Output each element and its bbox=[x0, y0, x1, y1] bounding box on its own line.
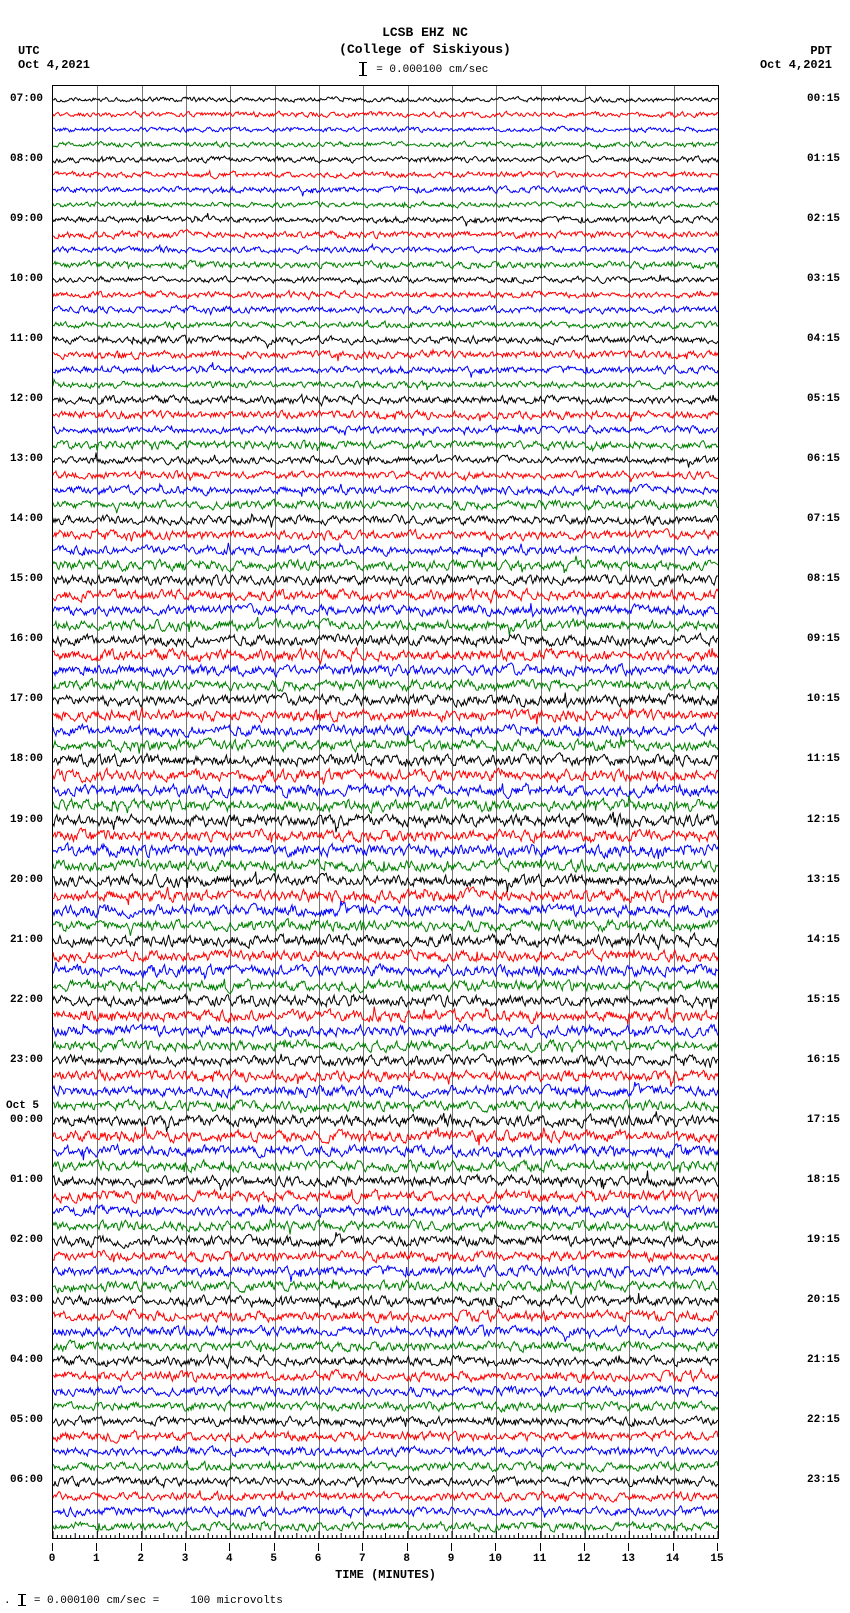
bottom-minor-ticks bbox=[53, 86, 718, 1538]
x-tick-label: 3 bbox=[182, 1553, 189, 1565]
x-tick-label: 2 bbox=[137, 1553, 144, 1565]
utc-hour-label: 08:00 bbox=[10, 153, 43, 165]
utc-hour-label: 04:00 bbox=[10, 1354, 43, 1366]
local-hour-label: 07:15 bbox=[807, 513, 840, 525]
x-tick bbox=[717, 1543, 718, 1551]
x-tick-label: 15 bbox=[710, 1553, 723, 1565]
local-hour-label: 14:15 bbox=[807, 934, 840, 946]
utc-hour-label: 22:00 bbox=[10, 994, 43, 1006]
local-hour-label: 00:15 bbox=[807, 93, 840, 105]
utc-hour-label: 13:00 bbox=[10, 453, 43, 465]
footer-prefix: . bbox=[4, 1595, 11, 1607]
x-tick bbox=[52, 1543, 53, 1551]
x-tick bbox=[229, 1543, 230, 1551]
utc-hour-label: 00:00 bbox=[10, 1114, 43, 1126]
utc-hour-label: 11:00 bbox=[10, 333, 43, 345]
x-tick bbox=[141, 1543, 142, 1551]
utc-hour-label: 02:00 bbox=[10, 1234, 43, 1246]
footer-legend: . = 0.000100 cm/sec = 100 microvolts bbox=[4, 1594, 283, 1607]
x-tick-label: 4 bbox=[226, 1553, 233, 1565]
chart-header: LCSB EHZ NC (College of Siskiyous) bbox=[0, 25, 850, 59]
utc-hour-label: 21:00 bbox=[10, 934, 43, 946]
utc-hour-label: 03:00 bbox=[10, 1294, 43, 1306]
local-hour-label: 11:15 bbox=[807, 753, 840, 765]
scale-text: = 0.000100 cm/sec bbox=[376, 64, 488, 76]
x-tick bbox=[185, 1543, 186, 1551]
local-hour-label: 03:15 bbox=[807, 273, 840, 285]
local-hour-label: 18:15 bbox=[807, 1174, 840, 1186]
x-tick-label: 14 bbox=[666, 1553, 679, 1565]
local-hour-label: 12:15 bbox=[807, 814, 840, 826]
local-hour-label: 09:15 bbox=[807, 633, 840, 645]
local-hour-label: 17:15 bbox=[807, 1114, 840, 1126]
x-tick-label: 1 bbox=[93, 1553, 100, 1565]
scale-bar-icon bbox=[362, 62, 364, 76]
local-hour-label: 06:15 bbox=[807, 453, 840, 465]
utc-hour-label: 16:00 bbox=[10, 633, 43, 645]
utc-hour-label: 20:00 bbox=[10, 874, 43, 886]
footer-microvolts: 100 microvolts bbox=[190, 1595, 282, 1607]
seismogram-plot bbox=[52, 85, 719, 1539]
local-hour-label: 08:15 bbox=[807, 573, 840, 585]
local-hour-label: 05:15 bbox=[807, 393, 840, 405]
x-tick-label: 10 bbox=[489, 1553, 502, 1565]
x-tick-label: 12 bbox=[577, 1553, 590, 1565]
utc-hour-label: 10:00 bbox=[10, 273, 43, 285]
utc-hour-label: 07:00 bbox=[10, 93, 43, 105]
x-tick-label: 6 bbox=[315, 1553, 322, 1565]
station-location: (College of Siskiyous) bbox=[0, 42, 850, 59]
utc-hour-label: 23:00 bbox=[10, 1054, 43, 1066]
local-hour-label: 21:15 bbox=[807, 1354, 840, 1366]
local-hour-label: 01:15 bbox=[807, 153, 840, 165]
utc-hour-label: 17:00 bbox=[10, 693, 43, 705]
x-tick bbox=[318, 1543, 319, 1551]
x-tick bbox=[673, 1543, 674, 1551]
local-hour-label: 10:15 bbox=[807, 693, 840, 705]
date-break-label: Oct 5 bbox=[6, 1100, 39, 1112]
x-tick bbox=[584, 1543, 585, 1551]
x-tick bbox=[407, 1543, 408, 1551]
seismogram-page: UTC Oct 4,2021 PDT Oct 4,2021 LCSB EHZ N… bbox=[0, 0, 850, 1613]
x-tick bbox=[540, 1543, 541, 1551]
x-tick-label: 0 bbox=[49, 1553, 56, 1565]
local-hour-label: 13:15 bbox=[807, 874, 840, 886]
local-hour-label: 15:15 bbox=[807, 994, 840, 1006]
x-tick bbox=[451, 1543, 452, 1551]
utc-hour-label: 18:00 bbox=[10, 753, 43, 765]
local-hour-label: 16:15 bbox=[807, 1054, 840, 1066]
x-tick-label: 5 bbox=[270, 1553, 277, 1565]
x-axis-label: TIME (MINUTES) bbox=[52, 1568, 719, 1582]
local-hour-label: 20:15 bbox=[807, 1294, 840, 1306]
local-hour-label: 04:15 bbox=[807, 333, 840, 345]
x-tick bbox=[628, 1543, 629, 1551]
footer-scale-text: = 0.000100 cm/sec = bbox=[34, 1595, 159, 1607]
utc-hour-label: 05:00 bbox=[10, 1414, 43, 1426]
x-tick-label: 7 bbox=[359, 1553, 366, 1565]
utc-hour-label: 12:00 bbox=[10, 393, 43, 405]
utc-hour-label: 06:00 bbox=[10, 1474, 43, 1486]
scale-legend-top: = 0.000100 cm/sec bbox=[0, 62, 850, 76]
x-tick-label: 9 bbox=[448, 1553, 455, 1565]
x-tick bbox=[274, 1543, 275, 1551]
local-hour-label: 22:15 bbox=[807, 1414, 840, 1426]
x-tick-label: 8 bbox=[403, 1553, 410, 1565]
x-tick bbox=[362, 1543, 363, 1551]
utc-hour-label: 09:00 bbox=[10, 213, 43, 225]
utc-hour-label: 19:00 bbox=[10, 814, 43, 826]
utc-hour-label: 01:00 bbox=[10, 1174, 43, 1186]
x-tick-label: 11 bbox=[533, 1553, 546, 1565]
x-tick-label: 13 bbox=[622, 1553, 635, 1565]
footer-scale-bar-icon bbox=[21, 1594, 23, 1606]
local-hour-label: 19:15 bbox=[807, 1234, 840, 1246]
x-tick bbox=[96, 1543, 97, 1551]
utc-hour-label: 15:00 bbox=[10, 573, 43, 585]
local-hour-label: 23:15 bbox=[807, 1474, 840, 1486]
x-tick bbox=[495, 1543, 496, 1551]
x-axis: TIME (MINUTES) 0123456789101112131415 bbox=[52, 1540, 719, 1580]
local-hour-label: 02:15 bbox=[807, 213, 840, 225]
utc-hour-label: 14:00 bbox=[10, 513, 43, 525]
station-code: LCSB EHZ NC bbox=[0, 25, 850, 42]
